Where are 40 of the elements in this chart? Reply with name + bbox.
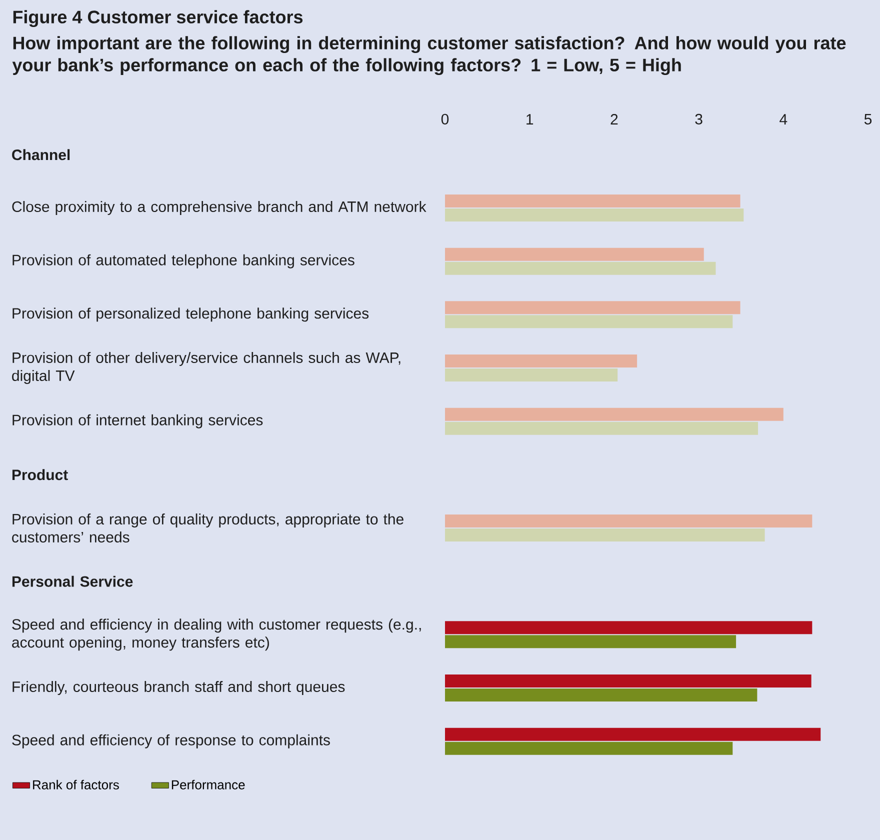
y-tick-label: Product xyxy=(12,469,68,480)
chart-subtitle: How important are the following in determining customer satisfaction? And how would you rate your bank’s performance on each of the following factors? 1 = Low, 5 = High xyxy=(12,36,846,76)
x-tick-label: 2 xyxy=(610,114,618,124)
y-tick-label: Personal Service xyxy=(12,576,133,587)
bar xyxy=(445,528,765,542)
bar xyxy=(445,208,744,222)
bar xyxy=(445,194,740,208)
y-tick-label: Provision of other delivery/service channels such as WAP, digital TV xyxy=(12,352,400,384)
x-tick-label: 1 xyxy=(526,114,534,124)
bar xyxy=(445,354,638,368)
legend-label: Rank of factors xyxy=(33,780,119,790)
y-tick-label: Provision of automated telephone banking services xyxy=(12,254,354,268)
bar xyxy=(445,408,784,421)
bar xyxy=(445,674,812,688)
bar xyxy=(445,728,821,741)
bar xyxy=(445,301,740,314)
bar xyxy=(445,248,704,261)
y-tick-label: Provision of internet banking services xyxy=(12,414,263,428)
bar xyxy=(445,262,716,275)
y-tick-label: Provision of personalized telephone banking services xyxy=(12,308,369,322)
bar xyxy=(445,688,758,702)
y-tick-label: Speed and efficiency of response to complaints xyxy=(12,734,330,748)
y-tick-label: Provision of a range of quality products, appropriate to the customers’ needs xyxy=(12,513,404,543)
bar xyxy=(445,514,812,528)
x-tick-label: 3 xyxy=(695,114,702,124)
bar xyxy=(445,368,618,382)
y-tick-label: Close proximity to a comprehensive branch and ATM network xyxy=(12,201,426,215)
x-tick-label: 5 xyxy=(864,114,872,124)
bar xyxy=(445,422,758,435)
y-tick-label: Friendly, courteous branch staff and short queues xyxy=(12,681,345,695)
x-tick-label: 4 xyxy=(780,114,788,124)
bar xyxy=(445,635,736,648)
text: Figure 4 Customer service factors xyxy=(13,10,303,28)
y-tick-label: Speed and efficiency in dealing with customer requests (e.g., account opening, money transfers etc) xyxy=(12,618,421,651)
x-tick-label: 0 xyxy=(441,114,449,124)
y-tick-label: Channel xyxy=(12,149,70,160)
bar xyxy=(445,315,733,328)
legend-label: Performance xyxy=(172,780,245,790)
bar xyxy=(445,621,812,634)
bar xyxy=(445,742,733,755)
